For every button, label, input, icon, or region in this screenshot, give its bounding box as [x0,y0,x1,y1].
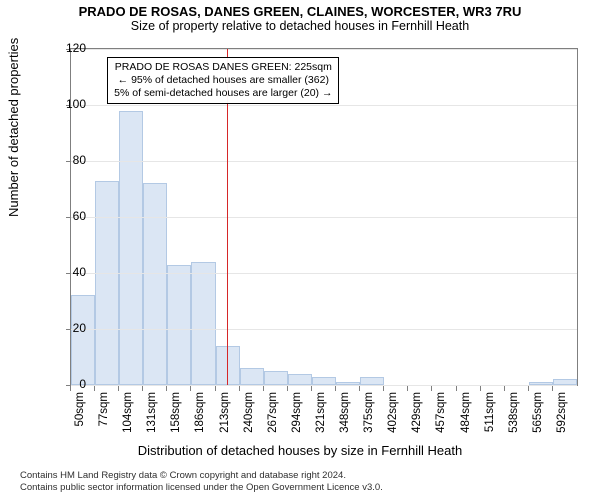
x-tick-mark [407,386,408,391]
x-tick-label: 429sqm [411,392,423,433]
x-tick-mark [94,386,95,391]
x-tick-mark [239,386,240,391]
x-tick-mark [335,386,336,391]
x-tick-mark [383,386,384,391]
x-tick-label: 213sqm [219,392,231,433]
x-tick-mark [456,386,457,391]
y-tick-label: 60 [46,209,86,223]
x-tick-mark [480,386,481,391]
x-tick-mark [528,386,529,391]
bar [264,371,288,385]
gridline [71,273,577,274]
annotation-line1: PRADO DE ROSAS DANES GREEN: 225sqm [114,61,332,74]
chart-title: PRADO DE ROSAS, DANES GREEN, CLAINES, WO… [0,0,600,19]
x-tick-mark [552,386,553,391]
x-tick-label: 267sqm [267,392,279,433]
bar [240,368,264,385]
x-tick-label: 240sqm [243,392,255,433]
x-ticks: 50sqm 77sqm 104sqm 131sqm 158sqm 186sqm 213sqm… [70,386,578,446]
x-tick-label: 50sqm [74,392,86,427]
x-tick-mark [166,386,167,391]
x-tick-mark [431,386,432,391]
x-tick-mark [118,386,119,391]
bar [143,183,167,385]
footer-line2: Contains public sector information licen… [20,482,383,494]
bar [288,374,312,385]
x-tick-mark [504,386,505,391]
annotation-line2: ← 95% of detached houses are smaller (36… [114,74,332,87]
x-tick-mark [287,386,288,391]
bar [167,265,191,385]
y-tick-label: 80 [46,153,86,167]
x-tick-mark [263,386,264,391]
bar [95,181,119,385]
x-tick-label: 294sqm [291,392,303,433]
x-tick-label: 375sqm [363,392,375,433]
x-tick-mark [190,386,191,391]
x-tick-mark [70,386,71,391]
annotation-line3: 5% of semi-detached houses are larger (2… [114,87,332,100]
x-tick-label: 186sqm [194,392,206,433]
y-tick-label: 20 [46,321,86,335]
gridline [71,49,577,50]
chart-container: PRADO DE ROSAS, DANES GREEN, CLAINES, WO… [0,0,600,500]
bar [312,377,336,385]
x-tick-label: 158sqm [170,392,182,433]
y-axis-label: Number of detached properties [6,38,21,217]
y-tick-label: 40 [46,265,86,279]
y-tick-label: 100 [46,97,86,111]
bar [360,377,384,385]
x-tick-mark [359,386,360,391]
footer-text: Contains HM Land Registry data © Crown c… [20,470,383,494]
y-tick-label: 120 [46,41,86,55]
annotation-box: PRADO DE ROSAS DANES GREEN: 225sqm ← 95%… [107,57,339,104]
gridline [71,105,577,106]
gridline [71,217,577,218]
footer-line1: Contains HM Land Registry data © Crown c… [20,470,383,482]
x-tick-mark [142,386,143,391]
x-tick-label: 538sqm [508,392,520,433]
x-tick-label: 484sqm [460,392,472,433]
x-tick-label: 104sqm [122,392,134,433]
x-tick-label: 592sqm [556,392,568,433]
bar [71,295,95,385]
x-tick-label: 565sqm [532,392,544,433]
x-tick-label: 511sqm [484,392,496,432]
x-tick-label: 321sqm [315,392,327,433]
x-tick-label: 457sqm [435,392,447,433]
gridline [71,161,577,162]
bar [119,111,143,385]
x-tick-mark [311,386,312,391]
x-tick-mark [215,386,216,391]
x-tick-label: 77sqm [98,392,110,427]
x-tick-label: 402sqm [387,392,399,433]
chart-subtitle: Size of property relative to detached ho… [0,19,600,35]
plot-area: PRADO DE ROSAS DANES GREEN: 225sqm ← 95%… [70,48,578,386]
x-axis-label: Distribution of detached houses by size … [0,443,600,458]
x-tick-label: 348sqm [339,392,351,433]
x-tick-label: 131sqm [146,392,158,433]
bar [191,262,215,385]
gridline [71,329,577,330]
